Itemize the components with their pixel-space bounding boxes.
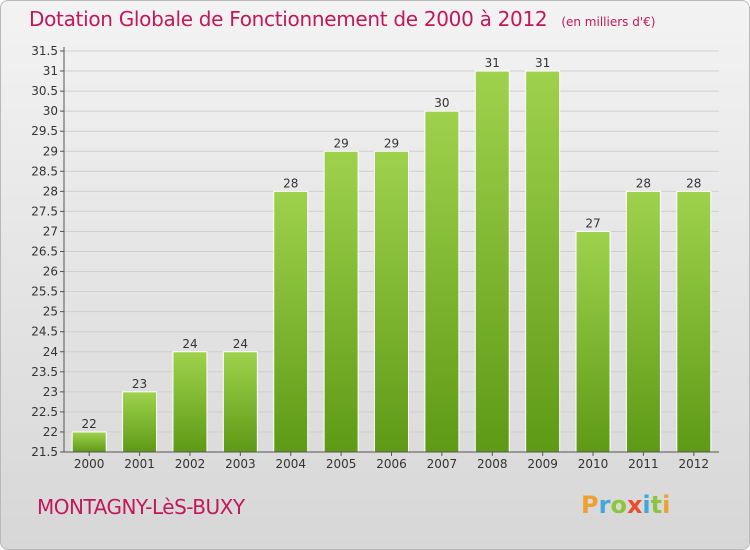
x-tick-label: 2004 [275, 457, 306, 471]
unit-note: (en milliers d'€) [561, 15, 656, 29]
logo-letter: o [610, 491, 627, 519]
logo-letter: x [626, 491, 643, 519]
y-tick-label: 24.5 [31, 325, 58, 339]
x-tick-label: 2001 [124, 457, 155, 471]
data-label: 23 [132, 377, 147, 391]
bar [273, 190, 309, 453]
commune-name: MONTAGNY-LèS-BUXY [37, 495, 245, 519]
y-tick-label: 25.5 [31, 285, 58, 299]
y-tick-label: 28.5 [31, 164, 58, 178]
y-tick-label: 31 [43, 64, 58, 78]
bar [676, 190, 712, 453]
x-tick-label: 2008 [477, 457, 508, 471]
axes: 21.5 22 22.5 23 23.5 24 24.5 25 25.5 26 26.5 27 27.5… [31, 44, 719, 471]
x-tick-label: 2012 [679, 457, 710, 471]
bar [323, 150, 359, 453]
x-tick-label: 2000 [74, 457, 105, 471]
y-tick-label: 27 [43, 224, 58, 238]
data-label: 31 [485, 56, 500, 70]
x-tick-label: 2011 [628, 457, 659, 471]
data-label: 24 [182, 337, 197, 351]
y-tick-label: 23.5 [31, 365, 58, 379]
data-label: 31 [535, 56, 550, 70]
data-label: 28 [686, 176, 701, 190]
y-tick-label: 29.5 [31, 124, 58, 138]
data-label: 24 [233, 337, 248, 351]
title-row: Dotation Globale de Fonctionnement de 20… [29, 7, 655, 31]
bar [625, 190, 661, 453]
bar [122, 391, 158, 453]
logo-letter: i [662, 491, 671, 519]
y-tick-label: 24 [43, 345, 58, 359]
y-tick-label: 22 [43, 425, 58, 439]
data-label: 30 [434, 96, 449, 110]
y-tick-label: 28 [43, 184, 58, 198]
data-label: 29 [384, 136, 399, 150]
y-tick-label: 30.5 [31, 84, 58, 98]
data-label: 28 [636, 176, 651, 190]
y-tick-label: 25 [43, 305, 58, 319]
data-label: 27 [585, 216, 600, 230]
y-tick-label: 22.5 [31, 405, 58, 419]
bar [374, 150, 409, 453]
bar [424, 110, 460, 453]
y-tick-label: 26 [43, 265, 58, 279]
x-tick-label: 2006 [376, 457, 407, 471]
bar [222, 351, 258, 453]
logo-letter: i [642, 491, 651, 519]
x-tick-label: 2009 [527, 457, 558, 471]
data-label: 29 [333, 136, 348, 150]
x-tick-label: 2007 [427, 457, 458, 471]
y-tick-label: 27.5 [31, 204, 58, 218]
data-label: 28 [283, 176, 298, 190]
x-tick-label: 2005 [326, 457, 357, 471]
logo-letter: t [650, 491, 663, 519]
bar [474, 70, 510, 453]
bar [575, 230, 611, 453]
y-tick-label: 26.5 [31, 245, 58, 259]
chart-title: Dotation Globale de Fonctionnement de 20… [29, 7, 548, 31]
bar [71, 431, 107, 453]
x-tick-label: 2002 [175, 457, 206, 471]
bar [172, 351, 208, 453]
bars: 22 23 24 24 28 29 29 30 31 31 27 28 28 [71, 56, 712, 453]
data-label: 22 [82, 417, 97, 431]
proxiti-logo: Proxiti [581, 491, 670, 519]
logo-letter: r [598, 491, 611, 519]
logo-letter: P [581, 491, 599, 519]
x-tick-label: 2003 [225, 457, 256, 471]
y-tick-label: 21.5 [31, 445, 58, 459]
bar [525, 70, 561, 453]
y-tick-label: 30 [43, 104, 58, 118]
y-tick-label: 31.5 [31, 44, 58, 58]
y-tick-label: 29 [43, 144, 58, 158]
y-tick-label: 23 [43, 385, 58, 399]
x-tick-label: 2010 [578, 457, 609, 471]
